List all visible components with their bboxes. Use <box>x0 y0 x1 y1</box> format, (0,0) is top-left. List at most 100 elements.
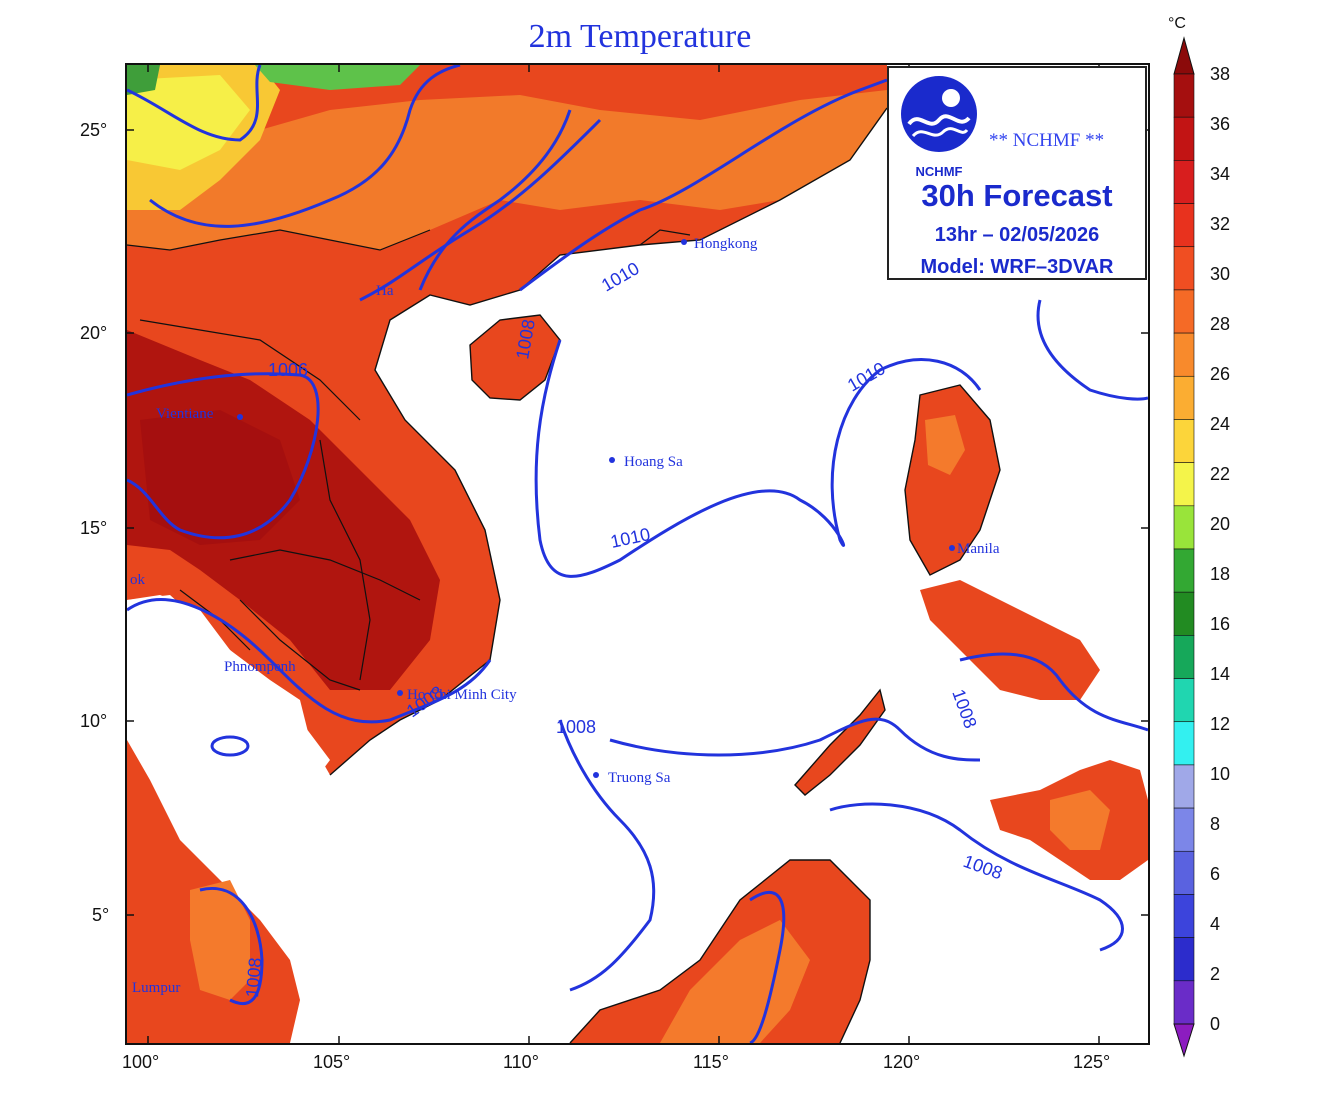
city-label-vientiane: Vientiane <box>156 406 214 422</box>
isobar-label-1006: 1006 <box>268 360 308 380</box>
colorbar-label: 0 <box>1210 1014 1220 1034</box>
y-tick-10: 10° <box>80 711 107 731</box>
borneo-orange <box>660 920 810 1043</box>
colorbar-swatch <box>1173 548 1195 593</box>
isobar-1010-east <box>1036 299 1148 401</box>
forecast-info-box: NCHMF ** NCHMF ** 30h Forecast 13hr – 02… <box>887 66 1147 280</box>
nchmf-logo-icon: NCHMF <box>901 76 977 179</box>
isobar-1008-borneo <box>749 890 786 1043</box>
colorbar-swatch <box>1173 807 1195 852</box>
colorbar-label: 2 <box>1210 964 1220 984</box>
isobar-1008-malay <box>199 887 264 1006</box>
x-tick-100: 100° <box>122 1052 159 1072</box>
x-tick-115: 115° <box>693 1052 729 1072</box>
colorbar-swatch <box>1173 850 1195 895</box>
colorbar-label: 18 <box>1210 564 1230 584</box>
colorbar-label: 26 <box>1210 364 1230 384</box>
x-tick-105: 105° <box>313 1052 350 1072</box>
visayas-islands <box>920 580 1100 700</box>
isobar-label-1010c: 1010 <box>609 524 652 552</box>
city-markers <box>237 239 955 778</box>
colorbar-label: 4 <box>1210 914 1220 934</box>
palawan-island <box>795 690 885 795</box>
city-label-phnompenh: Phnompenh <box>224 659 296 675</box>
colorbar-swatch <box>1173 462 1195 507</box>
luzon-orange <box>925 415 965 475</box>
city-label-manila: Manila <box>957 541 1000 557</box>
colorbar-swatch <box>1173 937 1195 982</box>
colorbar-label: 24 <box>1210 414 1230 434</box>
laos-hot-area <box>140 410 300 545</box>
colorbar-swatch <box>1173 203 1195 248</box>
isobar-1006-vn <box>359 118 602 302</box>
colorbar-swatch <box>1173 116 1195 161</box>
logo-text: NCHMF <box>916 164 963 179</box>
colorbar-swatch <box>1173 73 1195 118</box>
forecast-label: 30h Forecast <box>921 178 1113 213</box>
colorbar-swatch <box>1173 375 1195 420</box>
isobar-china3 <box>418 109 572 291</box>
isobars <box>127 65 1148 1043</box>
hainan-island <box>470 315 560 400</box>
colorbar-label: 6 <box>1210 864 1220 884</box>
colorbar-swatch <box>1173 591 1195 636</box>
colorbar-swatch <box>1173 332 1195 377</box>
y-tick-15: 15° <box>80 518 107 538</box>
isobar-1008-se <box>829 802 1124 952</box>
colorbar-swatches <box>1173 36 1195 1058</box>
colorbar-swatch <box>1173 980 1195 1025</box>
china-green-2 <box>255 65 420 90</box>
isobar-label-1010b: 1010 <box>844 358 889 395</box>
city-label-hcm: Ho Chi Minh City <box>407 687 517 703</box>
city-label-hanoi: Ha <box>376 283 394 299</box>
colorbar-swatch <box>1173 505 1195 550</box>
mindanao-orange <box>1050 790 1110 850</box>
isobar-1008-main <box>558 719 656 992</box>
colorbar-swatch <box>1173 635 1195 679</box>
colorbar-swatch <box>1173 678 1195 723</box>
isobar-label-1010a: 1010 <box>598 258 643 295</box>
isobar-label-1008c: 1008 <box>948 687 980 731</box>
colorbar-label: 14 <box>1210 664 1230 684</box>
city-label-hongkong: Hongkong <box>694 236 758 252</box>
colorbar-label: 10 <box>1210 764 1230 784</box>
colorbar-label: 32 <box>1210 214 1230 234</box>
isobar-1008-phil <box>959 652 1148 732</box>
city-label-truongsa: Truong Sa <box>608 770 671 786</box>
colorbar-label: 30 <box>1210 264 1230 284</box>
y-tick-25: 25° <box>80 120 107 140</box>
x-tick-110: 110° <box>503 1052 539 1072</box>
coastlines <box>329 107 1001 1043</box>
city-label-bangkok: ok <box>130 572 146 588</box>
colorbar-swatch <box>1173 246 1195 291</box>
colorbar-swatch <box>1173 894 1195 938</box>
x-tick-120: 120° <box>883 1052 920 1072</box>
colorbar-swatch <box>1173 160 1195 204</box>
map-frame <box>125 63 1150 1045</box>
china-orange-zone <box>127 90 887 250</box>
isobar-1010-north <box>519 78 888 292</box>
isobar-label-1008a: 1008 <box>556 717 596 737</box>
colorbar-label: 34 <box>1210 164 1230 184</box>
colorbar-label: 8 <box>1210 814 1220 834</box>
city-label-kl: Lumpur <box>132 980 180 996</box>
colorbar-label: 22 <box>1210 464 1230 484</box>
isobar-small-low <box>210 735 250 757</box>
isobar-1008-mid <box>609 717 981 762</box>
city-label-hoangsa: Hoang Sa <box>624 454 683 470</box>
china-light-yellow <box>127 75 250 170</box>
colorbar-label: 20 <box>1210 514 1230 534</box>
china-green <box>127 65 160 95</box>
x-tick-125: 125° <box>1073 1052 1110 1072</box>
map-title: 2m Temperature <box>528 18 752 55</box>
isobar-china <box>127 65 262 142</box>
colorbar-swatch <box>1173 289 1195 334</box>
forecast-date: 13hr – 02/05/2026 <box>934 224 1100 246</box>
isobar-1010-scs <box>534 339 982 578</box>
y-tick-5: 5° <box>92 905 109 925</box>
colorbar-label: 12 <box>1210 714 1230 734</box>
colorbar-swatch <box>1173 721 1195 766</box>
